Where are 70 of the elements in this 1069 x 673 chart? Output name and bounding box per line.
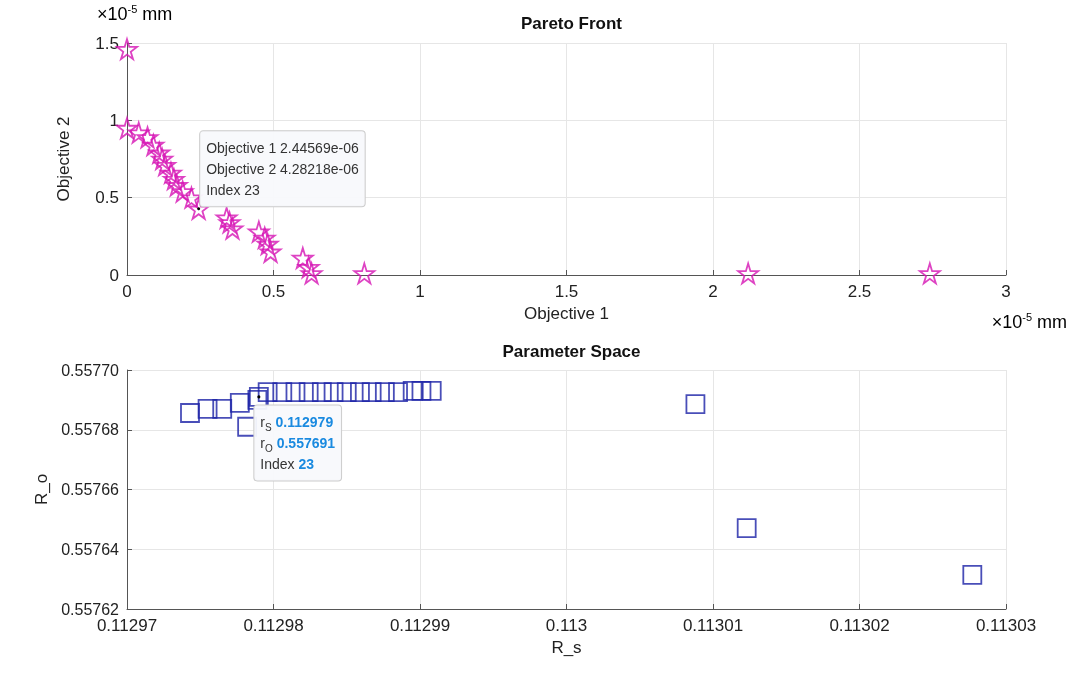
y-tick-label: 1 <box>109 110 119 130</box>
point <box>685 394 706 414</box>
point <box>151 148 174 170</box>
point <box>142 134 165 156</box>
x-tick-label: 1 <box>415 282 425 301</box>
y-tick-label: 0.55768 <box>61 421 120 439</box>
point <box>257 382 278 403</box>
point <box>165 174 188 197</box>
point <box>388 382 408 403</box>
point <box>136 126 159 149</box>
x-tick-label: 0 <box>122 282 132 301</box>
point <box>299 260 324 286</box>
x-tick-label: 0.5 <box>261 282 286 301</box>
point <box>421 381 442 401</box>
point <box>259 240 282 263</box>
point <box>180 403 200 423</box>
point <box>962 565 983 585</box>
chart-title: Pareto Front <box>520 14 623 33</box>
point <box>154 154 176 177</box>
y-tick-label: 0.55770 <box>61 361 120 379</box>
point <box>187 197 210 220</box>
point <box>221 217 244 240</box>
y-tick-label: 0.55764 <box>61 540 120 558</box>
x-tick-label: 0.11298 <box>243 616 304 635</box>
point <box>374 382 395 403</box>
y-axis-title: R_o <box>32 473 52 506</box>
point <box>291 247 314 269</box>
point <box>160 162 182 184</box>
y-tick-label: 0.55762 <box>61 600 120 618</box>
point <box>148 141 171 164</box>
y-axis-title: Objective 2 <box>54 116 73 202</box>
point <box>285 382 306 403</box>
point <box>162 168 185 191</box>
point <box>253 226 276 249</box>
point <box>311 382 332 403</box>
x-tick-label: 0.113 <box>545 616 588 635</box>
y-tick-label: 0.55766 <box>61 481 120 498</box>
x-tick-label: 0.11303 <box>975 616 1037 635</box>
point <box>272 382 293 403</box>
x-tick-label: 0.11299 <box>389 616 451 635</box>
point <box>217 209 242 235</box>
point <box>323 382 344 403</box>
point <box>402 381 423 401</box>
point <box>736 518 757 538</box>
point <box>256 233 279 255</box>
x-tick-label: 0.11301 <box>682 616 744 635</box>
x-tick-label: 3 <box>1001 282 1011 301</box>
point <box>197 398 218 419</box>
point <box>361 382 382 403</box>
point <box>336 382 357 403</box>
point <box>298 382 319 403</box>
chart-title: Parameter Space <box>502 342 641 361</box>
x-tick-label: 0.11302 <box>829 616 890 635</box>
point <box>116 117 138 139</box>
x-tick-label: 0.11297 <box>96 616 158 635</box>
y-tick-label: 0 <box>109 265 119 285</box>
x-tick-label: 1.5 <box>554 282 579 301</box>
point <box>212 398 233 419</box>
point <box>350 382 370 403</box>
point <box>297 256 320 279</box>
x-axis-title: R_s <box>551 637 582 657</box>
annotation: Objective 1 2.44569e-06 Objective 2 4.28218e-06 Index 23 <box>206 139 359 198</box>
y-tick-label: 0.5 <box>95 188 119 208</box>
point <box>215 206 238 229</box>
x-axis-title: Objective 1 <box>523 303 610 323</box>
y-tick-label: 1.5 <box>95 33 119 53</box>
point <box>229 392 250 413</box>
x-tick-label: 2.5 <box>847 282 872 301</box>
point <box>411 381 432 401</box>
x-tick-label: 2 <box>708 282 718 301</box>
